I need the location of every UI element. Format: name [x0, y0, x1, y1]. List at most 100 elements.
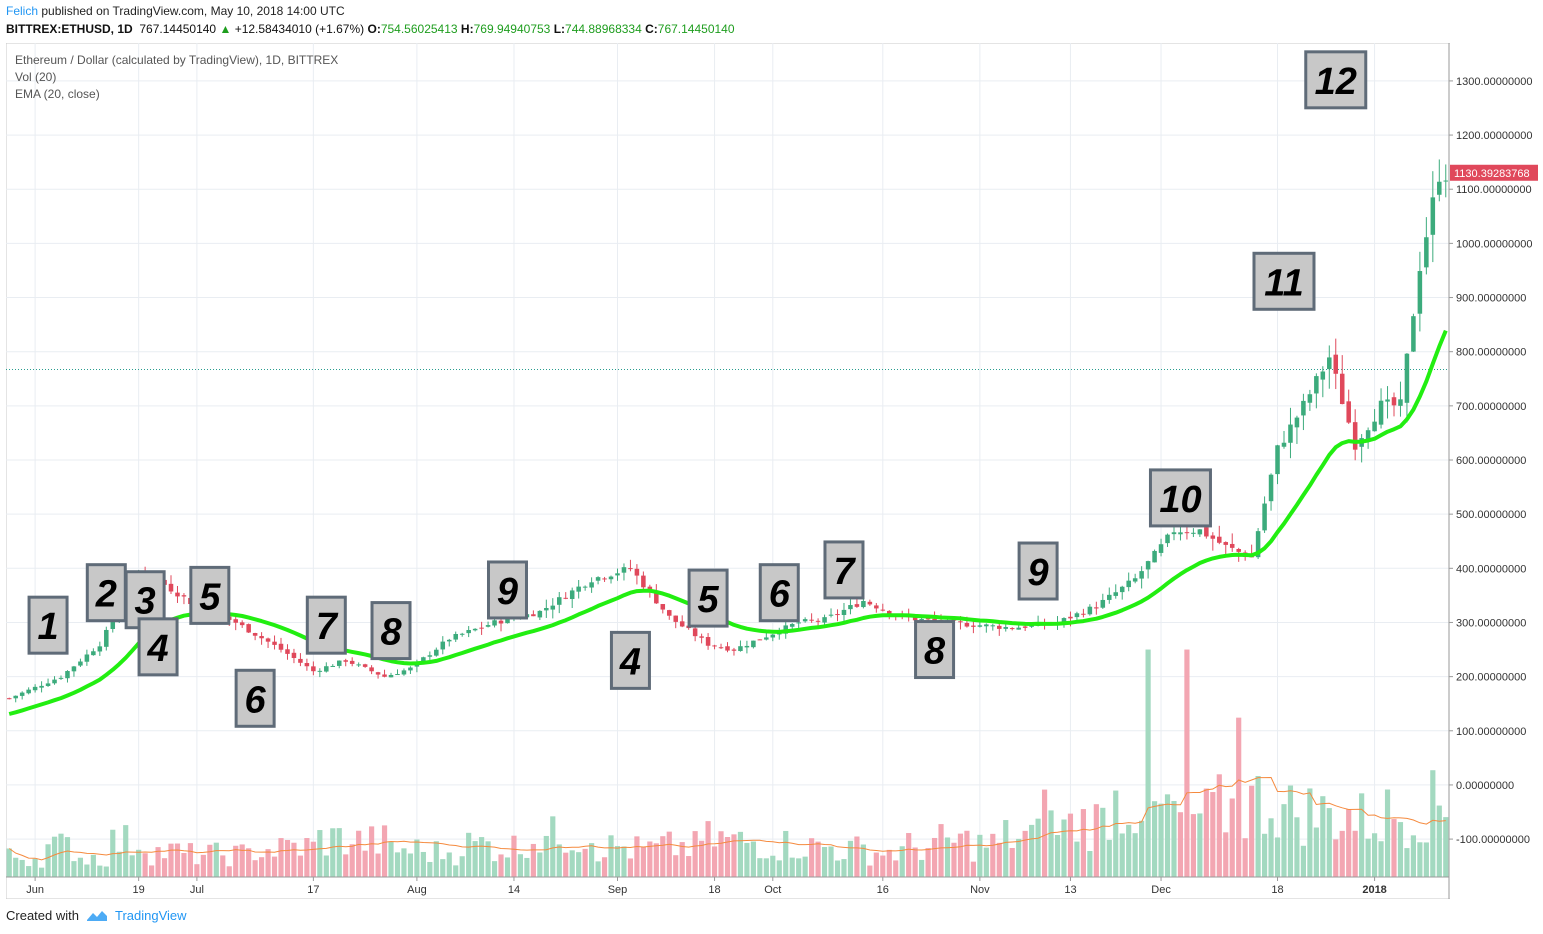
- volume-bar: [239, 844, 245, 877]
- candle: [699, 633, 704, 644]
- candle-body: [1404, 353, 1410, 403]
- candle-body: [459, 633, 465, 635]
- volume-bar: [886, 849, 892, 877]
- candle: [537, 610, 543, 620]
- candle: [725, 642, 730, 653]
- candle-body: [408, 667, 413, 671]
- candle: [446, 638, 452, 647]
- volume-bar: [252, 860, 258, 877]
- candle: [660, 604, 666, 614]
- candle-body: [375, 672, 381, 675]
- open-label: O:: [367, 22, 381, 36]
- volume-bar: [161, 858, 168, 877]
- volume-bar: [1242, 838, 1248, 877]
- time-tick-label: 16: [877, 884, 889, 896]
- candle: [738, 640, 743, 652]
- candle-body: [1294, 417, 1300, 428]
- author-link[interactable]: Felich: [6, 4, 39, 18]
- candle: [764, 632, 769, 641]
- candle: [472, 628, 478, 632]
- candle-body: [1119, 586, 1125, 593]
- volume-bar: [860, 844, 866, 877]
- volume-bar: [789, 857, 795, 877]
- candle-body: [744, 645, 750, 648]
- volume-bar: [537, 852, 543, 877]
- candle-body: [78, 661, 83, 666]
- volume-bar: [1216, 774, 1222, 877]
- volume-bar: [278, 838, 284, 877]
- wave-label-box: [758, 563, 800, 623]
- legend-ema[interactable]: EMA (20, close): [15, 87, 100, 101]
- volume-bar: [1307, 788, 1313, 877]
- volume-bar: [90, 854, 96, 877]
- candle: [880, 603, 886, 612]
- tradingview-link[interactable]: TradingView: [114, 908, 187, 923]
- wave-label-box: [609, 630, 651, 690]
- candle-body: [932, 618, 937, 622]
- symbol-label: BITTREX:ETHUSD, 1D: [6, 22, 133, 36]
- legend-volume[interactable]: Vol (20): [15, 70, 56, 84]
- volume-bar: [718, 831, 724, 877]
- candle-body: [699, 636, 704, 638]
- candle: [272, 635, 277, 650]
- volume-bar: [524, 857, 530, 877]
- candle: [304, 658, 310, 671]
- candle-body: [1022, 626, 1028, 628]
- candle: [589, 577, 594, 593]
- wave-label-text: 2: [95, 574, 117, 616]
- volume-bar: [931, 837, 938, 877]
- candle: [330, 664, 336, 667]
- volume-bar: [763, 858, 769, 877]
- wave-label-box: [1017, 541, 1059, 601]
- volume-bar: [990, 833, 996, 877]
- candle-body: [537, 610, 543, 618]
- volume-bar: [13, 857, 19, 877]
- candle: [1113, 584, 1119, 599]
- candle: [97, 641, 103, 656]
- candle-body: [1223, 542, 1229, 545]
- time-axis[interactable]: Jun 19 Jul 17 Aug 14 Sep 18 Oct 16 Nov 13 Dec 18 2018: [26, 877, 1387, 896]
- candle: [1165, 533, 1170, 547]
- candle-body: [1424, 237, 1429, 268]
- current-price-label: 1130.39283768: [1454, 168, 1530, 180]
- candle-body: [1094, 607, 1099, 609]
- volume-bar: [19, 859, 25, 877]
- candle: [382, 669, 387, 678]
- volume-bar: [265, 849, 271, 877]
- volume-bar: [97, 865, 103, 877]
- candle-body: [751, 640, 756, 648]
- candle-body: [388, 674, 394, 678]
- candle-body: [673, 615, 678, 622]
- candle-body: [544, 607, 549, 611]
- volume-bar: [873, 852, 879, 877]
- candle: [1197, 529, 1203, 538]
- volume-bar: [711, 846, 718, 877]
- wave-label-text: 12: [1315, 61, 1357, 103]
- volume-bar: [692, 831, 698, 877]
- volume-bar: [1106, 839, 1112, 877]
- candle-body: [485, 625, 491, 627]
- volume-bar: [543, 835, 549, 877]
- volume-bar: [1346, 809, 1352, 877]
- volume-bar: [1074, 841, 1080, 877]
- candle-body: [997, 625, 1002, 629]
- price-axis[interactable]: -100.00000000 0.00000000 100.00000000 200.0…: [1449, 43, 1538, 899]
- volume-bar: [116, 851, 122, 877]
- price-tick-label: 800.00000000: [1456, 347, 1526, 359]
- candle-body: [654, 590, 659, 604]
- volume-bar: [1126, 824, 1132, 877]
- volume-bar: [1093, 804, 1099, 877]
- volume-bar: [517, 854, 524, 877]
- wave-label-box: [189, 565, 231, 625]
- change-value: +12.58434010 (+1.67%): [234, 22, 365, 36]
- volume-bar: [1190, 814, 1196, 877]
- candle-body: [65, 671, 70, 679]
- volume-bar: [1100, 807, 1106, 877]
- volume-bar: [381, 825, 388, 877]
- candle-body: [660, 604, 666, 610]
- candle-body: [446, 639, 452, 642]
- candle: [731, 647, 737, 656]
- candle-body: [1281, 442, 1287, 447]
- volume-bar: [608, 835, 614, 877]
